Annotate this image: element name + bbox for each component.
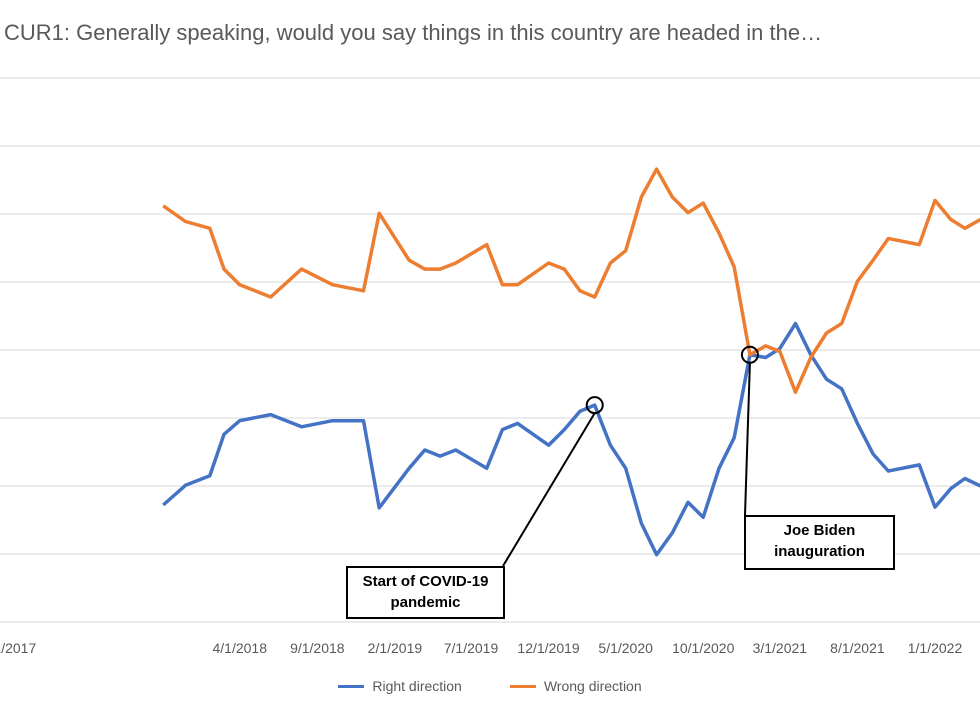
series-line-wrong-direction xyxy=(162,167,980,394)
x-tick-label-7: 10/1/2020 xyxy=(672,640,734,656)
series-layer xyxy=(162,167,980,557)
legend: Right direction Wrong direction xyxy=(0,678,980,694)
annotation-layer xyxy=(502,345,759,567)
x-tick-label-2: 9/1/2018 xyxy=(290,640,345,656)
x-tick-label-1: 4/1/2018 xyxy=(212,640,267,656)
legend-item-wrong-direction: Wrong direction xyxy=(509,678,642,694)
legend-label-wrong-direction: Wrong direction xyxy=(543,678,642,694)
annotation-covid-text: Start of COVID-19 pandemic xyxy=(362,573,489,611)
x-tick-label-5: 12/1/2019 xyxy=(517,640,579,656)
legend-item-right-direction: Right direction xyxy=(338,678,462,694)
x-tick-label-10: 1/1/2022 xyxy=(908,640,963,656)
legend-label-right-direction: Right direction xyxy=(372,678,462,694)
annotation-marker-0 xyxy=(585,396,604,415)
x-tick-label-6: 5/1/2020 xyxy=(598,640,653,656)
x-tick-label-0: 1/1/2017 xyxy=(0,640,36,656)
chart-title: CUR1: Generally speaking, would you say … xyxy=(4,20,823,45)
x-axis-tick-labels: 1/1/2017 4/1/2018 9/1/2018 2/1/2019 7/1/2019… xyxy=(0,640,962,656)
legend-swatch-right-direction xyxy=(338,684,365,688)
annotation-biden: Joe Biden inauguration xyxy=(744,515,895,570)
gridlines xyxy=(0,77,980,623)
x-tick-label-8: 3/1/2021 xyxy=(753,640,808,656)
x-tick-label-3: 2/1/2019 xyxy=(368,640,423,656)
annotation-marker-1 xyxy=(740,345,759,364)
annotation-leader-line-0 xyxy=(502,412,596,567)
x-tick-label-9: 8/1/2021 xyxy=(830,640,885,656)
annotation-leader-line-1 xyxy=(744,362,751,516)
x-tick-label-4: 7/1/2019 xyxy=(444,640,499,656)
annotation-covid: Start of COVID-19 pandemic xyxy=(346,566,505,619)
series-line-right-direction xyxy=(162,321,980,557)
annotation-biden-text: Joe Biden inauguration xyxy=(774,522,865,560)
legend-swatch-wrong-direction xyxy=(509,684,536,688)
